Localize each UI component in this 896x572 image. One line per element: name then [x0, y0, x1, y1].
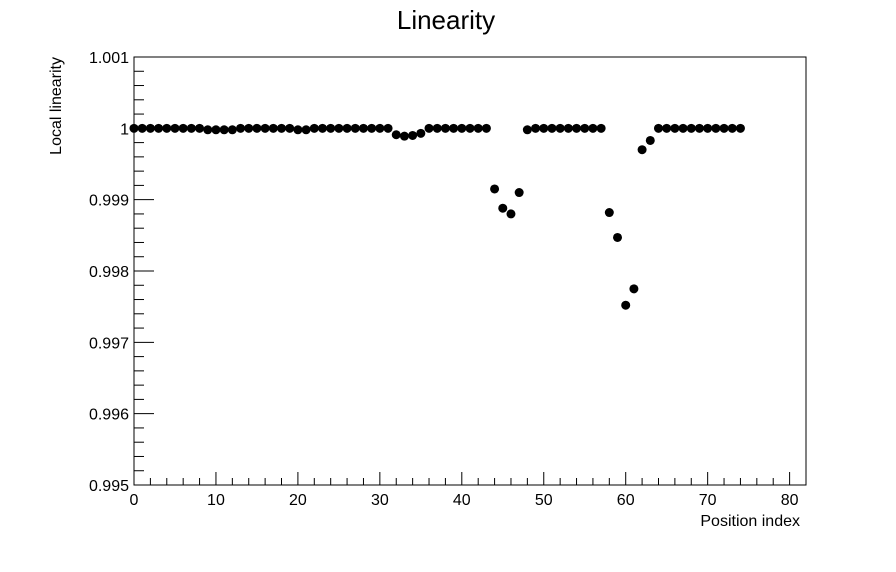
data-point	[514, 188, 524, 198]
x-tick-label: 0	[130, 492, 139, 509]
data-point	[399, 131, 409, 141]
data-point	[416, 128, 426, 138]
data-point	[391, 130, 401, 140]
y-tick-label: 0.999	[89, 193, 129, 210]
data-point	[244, 123, 254, 133]
x-tick-label: 10	[207, 492, 225, 509]
data-point	[653, 123, 663, 133]
data-point	[277, 123, 287, 133]
data-point	[334, 123, 344, 133]
data-point	[621, 300, 631, 310]
data-point	[170, 123, 180, 133]
data-point	[317, 123, 327, 133]
data-point	[375, 123, 385, 133]
x-axis: 0 10 20 30 40 50 60 70 80	[130, 472, 807, 509]
chart-title: Linearity	[397, 5, 495, 35]
data-point	[236, 123, 246, 133]
data-point	[539, 123, 549, 133]
x-tick-label: 80	[781, 492, 799, 509]
x-tick-label: 50	[535, 492, 553, 509]
data-point	[555, 123, 565, 133]
data-point	[563, 123, 573, 133]
data-point	[326, 123, 336, 133]
y-tick-label: 0.996	[89, 407, 129, 424]
data-point	[572, 123, 582, 133]
y-tick-label: 0.995	[89, 478, 129, 495]
x-tick-label: 20	[289, 492, 307, 509]
data-point	[358, 123, 368, 133]
data-point	[547, 123, 557, 133]
data-point	[219, 125, 229, 135]
data-point	[195, 123, 205, 133]
plot-frame	[133, 56, 807, 486]
data-point	[268, 123, 278, 133]
data-point	[186, 123, 196, 133]
data-point	[424, 123, 434, 133]
data-point	[481, 123, 491, 133]
data-point	[465, 123, 475, 133]
y-tick-label: 1.001	[89, 50, 129, 67]
data-point	[580, 123, 590, 133]
y-tick-label: 1	[120, 121, 129, 138]
data-point	[637, 145, 647, 155]
data-point	[440, 123, 450, 133]
data-point	[449, 123, 459, 133]
data-point	[645, 135, 655, 145]
y-tick-label: 0.997	[89, 335, 129, 352]
data-point	[154, 123, 164, 133]
data-point	[678, 123, 688, 133]
data-point	[293, 125, 303, 135]
data-point	[408, 130, 418, 140]
data-point	[604, 208, 614, 218]
data-point	[490, 184, 500, 194]
x-tick-label: 40	[453, 492, 471, 509]
data-point	[727, 123, 737, 133]
data-point	[711, 123, 721, 133]
x-axis-title: Position index	[700, 513, 800, 530]
x-tick-label: 70	[699, 492, 717, 509]
data-point	[588, 123, 598, 133]
data-point	[252, 123, 262, 133]
data-point	[432, 123, 442, 133]
data-point	[531, 123, 541, 133]
data-point	[145, 123, 155, 133]
data-point	[613, 232, 623, 242]
data-point	[703, 123, 713, 133]
data-point	[719, 123, 729, 133]
data-point	[367, 123, 377, 133]
data-point	[342, 123, 352, 133]
x-tick-label: 60	[617, 492, 635, 509]
x-tick-label: 30	[371, 492, 389, 509]
data-point	[596, 123, 606, 133]
data-points	[129, 123, 745, 310]
y-axis-title: Local linearity	[48, 57, 65, 155]
y-tick-label: 0.998	[89, 264, 129, 281]
data-point	[662, 123, 672, 133]
data-point	[285, 123, 295, 133]
data-point	[227, 125, 237, 135]
data-point	[686, 123, 696, 133]
data-point	[178, 123, 188, 133]
data-point	[211, 125, 221, 135]
y-axis: 0.995 0.996 0.997 0.998 0.999 1 1.001	[89, 50, 154, 495]
data-point	[203, 125, 213, 135]
data-point	[301, 125, 311, 135]
data-point	[162, 123, 172, 133]
data-point	[498, 203, 508, 213]
data-point	[694, 123, 704, 133]
data-point	[506, 209, 516, 219]
data-point	[670, 123, 680, 133]
data-point	[350, 123, 360, 133]
data-point	[735, 123, 745, 133]
data-point	[629, 284, 639, 294]
data-point	[522, 125, 532, 135]
data-point	[260, 123, 270, 133]
data-point	[137, 123, 147, 133]
data-point	[309, 123, 319, 133]
data-point	[383, 123, 393, 133]
data-point	[129, 123, 139, 133]
data-point	[473, 123, 483, 133]
data-point	[457, 123, 467, 133]
